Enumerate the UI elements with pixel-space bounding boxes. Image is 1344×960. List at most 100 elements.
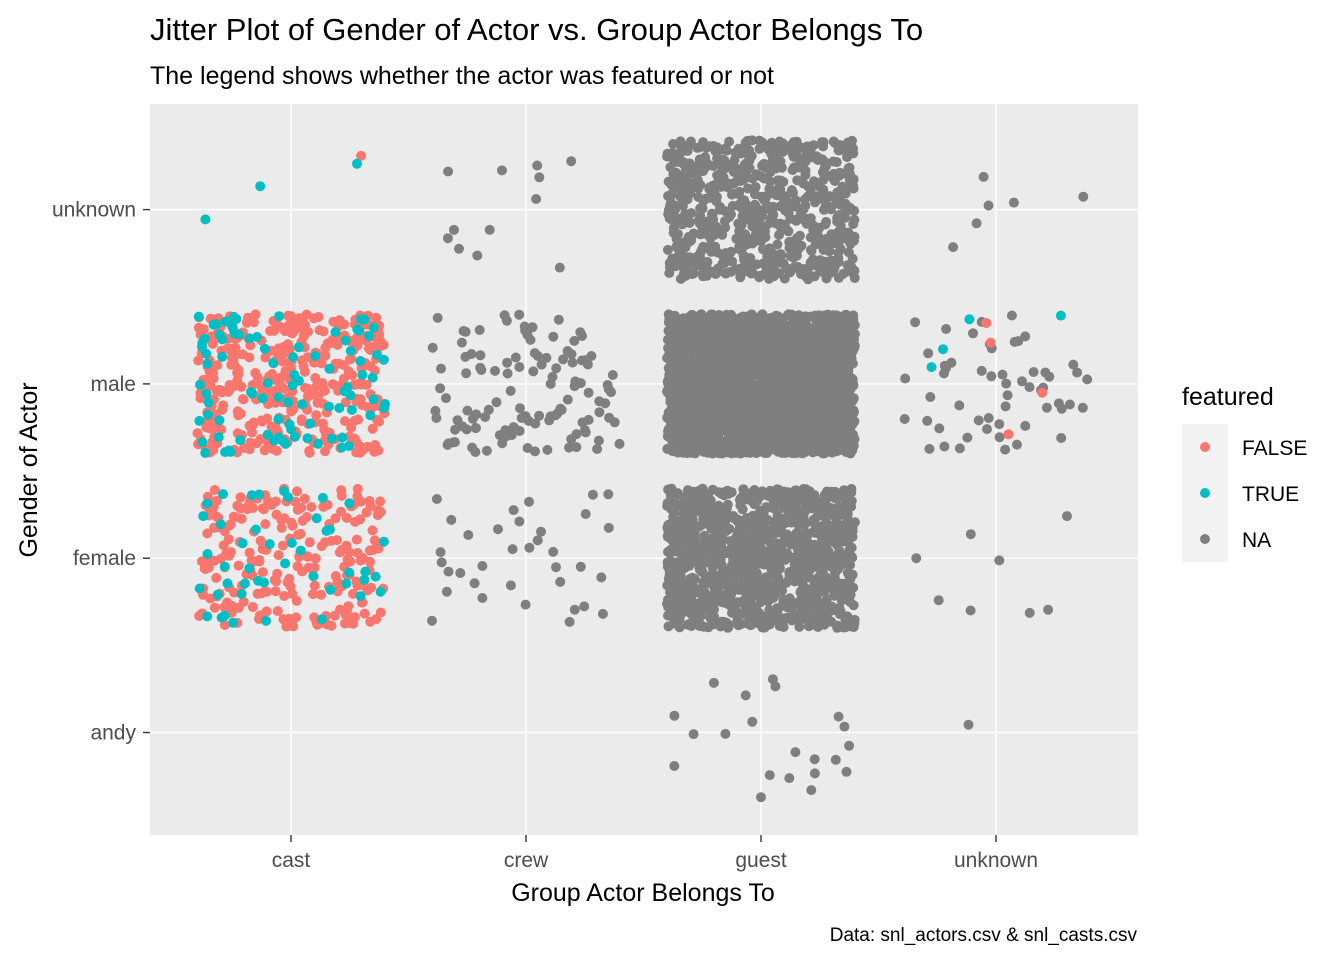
point-guest-male-na <box>682 409 692 420</box>
point-guest-unknown-na <box>822 170 833 181</box>
point-guest-male-na <box>760 318 771 329</box>
point-cast-female-false <box>342 605 352 616</box>
point-cast-female-false <box>257 567 268 578</box>
point-cast-female-false <box>322 499 333 510</box>
point-guest-female-na <box>715 529 726 540</box>
point-cast-female-true <box>264 539 275 550</box>
point-cast-female-false <box>202 528 213 539</box>
point-cast-male-false <box>244 352 255 363</box>
point-crew-female-na <box>575 561 586 572</box>
point-guest-unknown-na <box>706 246 717 257</box>
point-guest-unknown-na <box>685 217 695 228</box>
point-cast-female-false <box>272 606 283 617</box>
point-guest-unknown-na <box>849 273 860 283</box>
point-guest-male-na <box>726 333 737 344</box>
point-cast-female-false <box>341 540 352 551</box>
point-guest-unknown-na <box>799 194 810 205</box>
point-guest-unknown-na <box>800 213 811 224</box>
point-guest-unknown-na <box>729 155 740 166</box>
point-cast-male-true <box>225 446 236 457</box>
point-cast-female-false <box>225 519 236 530</box>
point-cast-unknown-true <box>200 214 211 225</box>
point-crew-male-na <box>436 363 446 374</box>
point-guest-unknown-na <box>828 156 839 167</box>
point-cast-male-false <box>317 378 328 389</box>
point-guest-male-na <box>670 434 681 445</box>
point-cast-male-true <box>346 404 357 415</box>
point-cast-male-true <box>293 342 304 353</box>
point-cast-female-true <box>246 490 257 501</box>
point-guest-unknown-na <box>775 249 786 260</box>
point-crew-male-na <box>567 357 578 368</box>
point-guest-male-na <box>822 407 833 418</box>
point-guest-male-na <box>707 390 718 401</box>
point-guest-male-na <box>737 400 748 411</box>
point-guest-male-na <box>831 334 842 345</box>
point-cast-female-false <box>221 549 232 560</box>
point-cast-female-false <box>365 556 375 567</box>
point-cast-unknown-false <box>356 150 367 161</box>
point-cast-male-true <box>367 372 378 383</box>
point-cast-male-false <box>297 315 308 326</box>
point-guest-male-na <box>730 359 741 370</box>
point-crew-female-na <box>514 516 525 527</box>
point-guest-male-na <box>698 369 709 379</box>
point-guest-unknown-na <box>662 151 673 162</box>
point-crew-male-na <box>556 404 567 415</box>
point-guest-male-na <box>679 376 690 386</box>
point-cast-female-false <box>292 486 302 497</box>
point-guest-unknown-na <box>663 209 674 220</box>
point-guest-unknown-na <box>715 202 726 212</box>
point-cast-male-false <box>310 373 321 383</box>
point-cast-female-true <box>228 617 239 628</box>
point-cast-male-true <box>345 390 356 401</box>
point-crew-male-na <box>558 354 569 365</box>
point-cast-female-false <box>366 582 377 593</box>
point-guest-unknown-na <box>712 170 723 181</box>
point-crew-female-na <box>564 616 575 627</box>
point-cast-female-false <box>310 553 321 564</box>
point-guest-male-na <box>710 324 721 335</box>
point-cast-female-false <box>309 612 320 623</box>
point-crew-male-na <box>502 368 513 379</box>
point-guest-male-na <box>680 334 691 345</box>
point-cast-male-true <box>202 358 213 369</box>
point-crew-male-na <box>562 394 573 405</box>
point-guest-unknown-na <box>821 233 832 244</box>
point-guest-male-na <box>750 401 760 412</box>
point-cast-female-false <box>257 503 268 514</box>
point-guest-male-na <box>817 373 828 384</box>
point-cast-female-true <box>202 549 213 559</box>
point-cast-male-false <box>373 445 384 456</box>
point-cast-female-true <box>259 577 269 588</box>
point-cast-male-true <box>252 332 263 342</box>
point-crew-female-na <box>587 489 598 500</box>
point-guest-male-na <box>771 433 782 444</box>
point-guest-unknown-na <box>772 239 783 250</box>
point-guest-unknown-na <box>756 191 767 202</box>
point-cast-unknown-true <box>352 158 362 169</box>
point-crew-unknown-na <box>484 224 495 235</box>
point-crew-male-na <box>490 365 500 376</box>
point-cast-female-false <box>320 537 330 548</box>
point-guest-male-na <box>828 380 838 391</box>
point-cast-female-true <box>250 524 261 535</box>
point-guest-unknown-na <box>821 216 832 227</box>
point-crew-unknown-na <box>497 165 507 176</box>
point-guest-unknown-na <box>677 261 688 272</box>
point-cast-male-true <box>214 415 225 426</box>
point-cast-male-true <box>201 388 212 399</box>
point-cast-male-false <box>235 408 246 419</box>
point-cast-male-true <box>324 363 335 374</box>
point-guest-male-na <box>822 416 833 427</box>
point-crew-male-na <box>443 438 454 449</box>
point-guest-unknown-na <box>806 188 816 199</box>
point-cast-male-true <box>352 324 363 335</box>
point-crew-female-na <box>455 568 466 578</box>
point-guest-male-na <box>731 341 741 352</box>
point-crew-unknown-na <box>531 194 542 204</box>
point-crew-male-na <box>505 385 516 396</box>
point-guest-unknown-na <box>695 229 706 240</box>
point-guest-male-na <box>763 399 774 410</box>
point-cast-female-true <box>341 578 352 589</box>
